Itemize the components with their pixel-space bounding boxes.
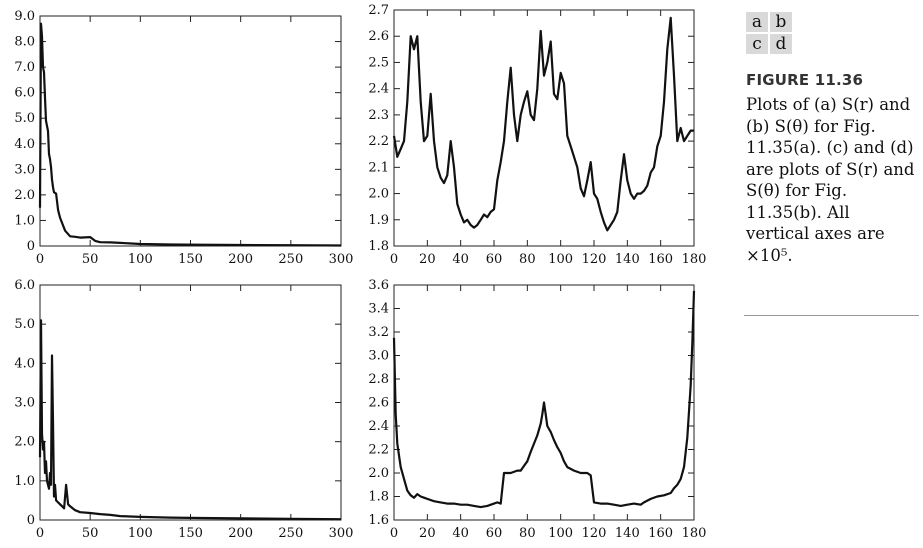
panel-c-plot: 0 50 100 150 200 250 300 0 1.0 2.0 3.0 4.0 5.0 6.0 [14, 278, 353, 541]
d-x-tick-label: 140 [615, 526, 640, 541]
d-x-tick-label: 100 [548, 526, 573, 541]
a-y-tick-label: 9.0 [14, 9, 35, 24]
figure-caption: Plots of (a) S(r) and (b) S(θ) for Fig. … [746, 95, 915, 265]
d-y-tick-label: 3.0 [368, 349, 389, 364]
c-x-tick-label: 250 [278, 526, 303, 541]
b-x-tick-label: 40 [452, 252, 469, 267]
b-x-tick-label: 160 [648, 252, 673, 267]
b-y-tick-label: 2.1 [368, 160, 389, 175]
d-y-tick-label: 2.8 [368, 372, 389, 387]
panel-key-d: d [770, 34, 792, 54]
b-x-tick-label: 60 [486, 252, 503, 267]
d-y-tick-label: 3.4 [368, 302, 389, 317]
c-y-tick-label: 3.0 [14, 396, 35, 411]
d-x-tick-label: 180 [682, 526, 707, 541]
a-y-tick-label: 5.0 [14, 111, 35, 126]
b-x-tick-label: 100 [548, 252, 573, 267]
panel-b-plot: 0 20 40 60 80 100 120 140 160 180 1.8 1.9 2.0 2.1 2.2 2… [368, 3, 706, 267]
panel-key: a b c d [746, 12, 792, 54]
a-data-line [38, 22, 342, 247]
d-x-tick-label: 160 [648, 526, 673, 541]
panel-key-a: a [746, 12, 768, 32]
d-x-tick-label: 60 [486, 526, 503, 541]
a-y-tick-label: 4.0 [14, 137, 35, 152]
a-y-tick-label: 2.0 [14, 188, 35, 203]
panel-a-plot: 0 50 100 150 200 250 300 0 1.0 2.0 3.0 4.0 5.0 6.0 7.0… [14, 9, 353, 267]
b-y-tick-label: 2.2 [368, 134, 389, 149]
a-axes-frame [39, 15, 342, 247]
c-y-tick-label: 5.0 [14, 317, 35, 332]
d-data-line [392, 290, 696, 509]
b-x-tick-label: 180 [682, 252, 707, 267]
c-y-tick-label: 4.0 [14, 356, 35, 371]
caption-divider [744, 315, 919, 316]
b-y-tick-label: 2.7 [368, 3, 389, 18]
c-y-tick-label: 2.0 [14, 435, 35, 450]
c-axes-frame [39, 284, 342, 521]
d-y-tick-label: 3.2 [368, 325, 389, 340]
d-y-tick-label: 2.4 [368, 419, 389, 434]
panel-key-c: c [746, 34, 768, 54]
d-x-tick-label: 80 [519, 526, 536, 541]
c-y-tick-label: 6.0 [14, 278, 35, 293]
b-x-tick-label: 0 [390, 252, 398, 267]
figure-plots: 0 50 100 150 200 250 30001.02.03.04.05.06.07.0… [14, 3, 706, 541]
a-x-tick-label: 0 [36, 252, 44, 267]
d-x-tick-label: 20 [419, 526, 436, 541]
d-x-tick-label: 40 [452, 526, 469, 541]
a-x-tick-label: 250 [278, 252, 303, 267]
b-y-tick-label: 2.3 [368, 108, 389, 123]
b-x-tick-label: 120 [582, 252, 607, 267]
c-data-line [38, 319, 342, 521]
d-x-tick-label: 0 [390, 526, 398, 541]
a-x-tick-label: 150 [178, 252, 203, 267]
b-x-tick-label: 80 [519, 252, 536, 267]
b-y-tick-label: 2.0 [368, 187, 389, 202]
d-y-tick-label: 1.8 [368, 490, 389, 505]
b-y-tick-label: 2.4 [368, 82, 389, 97]
a-y-tick-label: 8.0 [14, 35, 35, 50]
b-y-tick-label: 2.6 [368, 29, 389, 44]
b-data-line [392, 16, 694, 232]
b-y-tick-label: 1.9 [368, 213, 389, 228]
figure-title: FIGURE 11.36 [746, 71, 864, 89]
a-y-tick-label: 1.0 [14, 213, 35, 228]
a-x-tick-label: 200 [228, 252, 253, 267]
d-x-tick-label: 120 [582, 526, 607, 541]
a-y-tick-label: 0 [27, 239, 35, 254]
c-x-tick-label: 150 [178, 526, 203, 541]
d-y-tick-label: 2.2 [368, 443, 389, 458]
d-y-tick-label: 1.6 [368, 513, 389, 528]
a-y-tick-label: 6.0 [14, 86, 35, 101]
a-x-tick-label: 300 [329, 252, 354, 267]
b-y-tick-label: 2.5 [368, 55, 389, 70]
b-axes-frame [393, 9, 695, 247]
b-x-tick-label: 20 [419, 252, 436, 267]
panel-d-plot: 0 20 40 60 80 100 120 140 160 180 1.6 1.8 2.0 2.2 2.4 2… [368, 278, 706, 541]
a-x-tick-label: 100 [128, 252, 153, 267]
c-x-tick-label: 50 [82, 526, 99, 541]
c-x-tick-label: 200 [228, 526, 253, 541]
a-y-tick-label: 3.0 [14, 162, 35, 177]
d-y-tick-label: 3.6 [368, 278, 389, 293]
c-y-tick-label: 0 [27, 513, 35, 528]
d-y-tick-label: 2.0 [368, 466, 389, 481]
c-x-tick-label: 300 [329, 526, 354, 541]
c-x-tick-label: 100 [128, 526, 153, 541]
panel-key-b: b [770, 12, 792, 32]
a-x-tick-label: 50 [82, 252, 99, 267]
d-y-tick-label: 2.6 [368, 396, 389, 411]
c-x-tick-label: 0 [36, 526, 44, 541]
c-y-tick-label: 1.0 [14, 474, 35, 489]
a-y-tick-label: 7.0 [14, 60, 35, 75]
b-x-tick-label: 140 [615, 252, 640, 267]
b-y-tick-label: 1.8 [368, 239, 389, 254]
